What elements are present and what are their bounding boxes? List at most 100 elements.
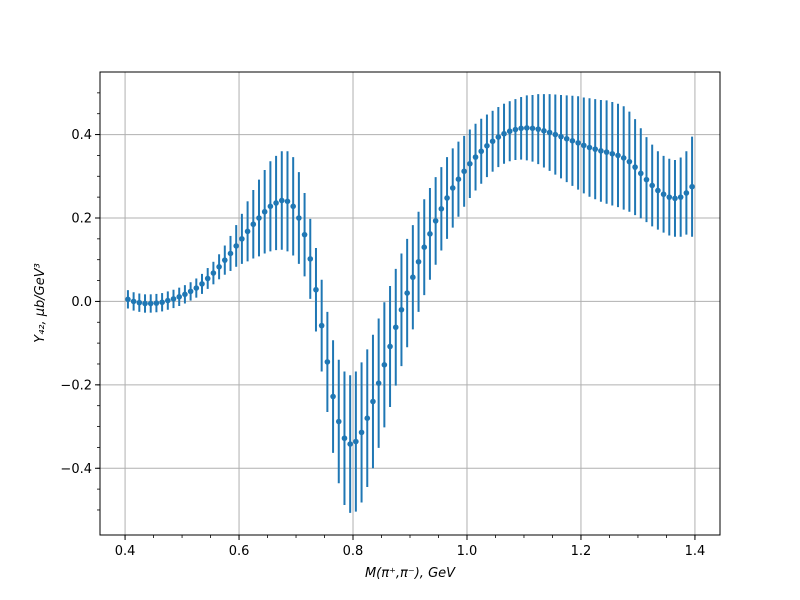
data-point xyxy=(267,203,274,210)
data-point xyxy=(159,299,165,306)
data-point xyxy=(301,231,308,238)
x-tick-label: 1.0 xyxy=(457,544,478,559)
data-point xyxy=(541,128,547,134)
data-point xyxy=(569,138,576,144)
data-point xyxy=(683,190,690,196)
data-point xyxy=(358,429,365,436)
data-point xyxy=(165,297,171,304)
data-point xyxy=(176,294,183,300)
data-point xyxy=(136,299,143,306)
plot-area xyxy=(100,72,720,535)
data-point xyxy=(592,146,599,152)
x-tick-label: 1.4 xyxy=(685,544,706,559)
y-axis-label: Y₄₂, μb/GeV³ xyxy=(33,263,48,343)
data-point xyxy=(666,194,673,200)
data-point xyxy=(609,150,616,157)
data-point xyxy=(370,398,376,405)
y-tick-label: −0.2 xyxy=(60,378,92,393)
data-point xyxy=(256,215,262,221)
x-tick-label: 0.4 xyxy=(115,544,136,559)
data-point xyxy=(261,208,268,215)
data-point xyxy=(506,128,513,135)
data-point xyxy=(467,160,473,167)
grid-lines xyxy=(100,72,720,535)
data-point xyxy=(182,291,188,298)
data-point xyxy=(130,298,137,305)
data-point xyxy=(472,154,479,160)
data-point xyxy=(626,158,633,165)
data-point xyxy=(518,125,524,132)
tick-labels: 0.4 0.6 0.8 1.0 1.2 1.4 −0.4 −0.2 0.0 0.2 0.4 xyxy=(60,128,705,559)
data-point xyxy=(427,231,433,237)
data-point xyxy=(501,130,507,137)
data-point xyxy=(495,134,502,140)
data-point xyxy=(147,300,154,307)
data-point xyxy=(404,290,410,296)
data-point xyxy=(239,236,245,242)
data-point xyxy=(170,296,177,302)
data-point xyxy=(210,270,217,276)
data-point xyxy=(227,250,234,257)
data-point xyxy=(563,135,570,142)
data-point xyxy=(153,300,160,306)
y-tick-label: 0.0 xyxy=(71,295,92,310)
data-point xyxy=(341,435,348,442)
data-point xyxy=(193,285,200,291)
data-point xyxy=(278,197,285,204)
data-point xyxy=(199,281,205,287)
data-point xyxy=(615,152,621,159)
data-point xyxy=(461,168,467,175)
data-point xyxy=(552,131,559,138)
y-tick-label: 0.2 xyxy=(71,211,92,226)
data-point xyxy=(335,418,342,425)
data-point xyxy=(353,438,359,445)
data-point xyxy=(221,257,228,263)
data-point xyxy=(444,195,450,201)
data-point xyxy=(484,143,490,149)
data-point xyxy=(529,125,536,132)
data-point xyxy=(660,191,667,198)
data-point xyxy=(290,203,296,210)
data-point xyxy=(324,359,331,365)
data-point xyxy=(410,274,416,281)
axis-ticks xyxy=(95,92,696,540)
data-point xyxy=(677,194,684,200)
data-point xyxy=(586,144,593,151)
data-point xyxy=(233,243,239,249)
data-point xyxy=(649,182,655,189)
data-point xyxy=(637,170,644,177)
data-point xyxy=(643,176,650,183)
data-point xyxy=(244,228,251,235)
data-point xyxy=(187,288,194,295)
data-point xyxy=(455,176,462,182)
data-point xyxy=(296,215,302,221)
data-point xyxy=(512,126,519,133)
data-point xyxy=(603,149,610,155)
data-point xyxy=(284,198,291,205)
data-point xyxy=(598,148,604,154)
x-tick-label: 0.6 xyxy=(229,544,250,559)
data-point xyxy=(558,133,564,140)
data-points xyxy=(125,125,695,447)
data-point xyxy=(125,296,131,303)
data-point xyxy=(581,142,587,149)
data-point xyxy=(330,393,336,400)
data-point xyxy=(546,129,553,136)
data-point xyxy=(449,185,456,191)
data-point xyxy=(438,206,445,212)
data-point xyxy=(655,187,661,194)
data-point xyxy=(620,155,627,161)
data-point xyxy=(347,441,353,447)
data-point xyxy=(432,218,439,224)
data-point xyxy=(307,256,314,262)
data-point xyxy=(318,322,325,329)
y-tick-label: 0.4 xyxy=(71,128,92,143)
data-point xyxy=(375,380,382,386)
data-point xyxy=(142,300,148,307)
x-tick-label: 0.8 xyxy=(343,544,364,559)
data-point xyxy=(672,195,678,202)
data-point xyxy=(398,306,405,313)
data-point xyxy=(632,164,638,170)
data-point xyxy=(392,324,399,331)
data-point xyxy=(381,362,388,368)
